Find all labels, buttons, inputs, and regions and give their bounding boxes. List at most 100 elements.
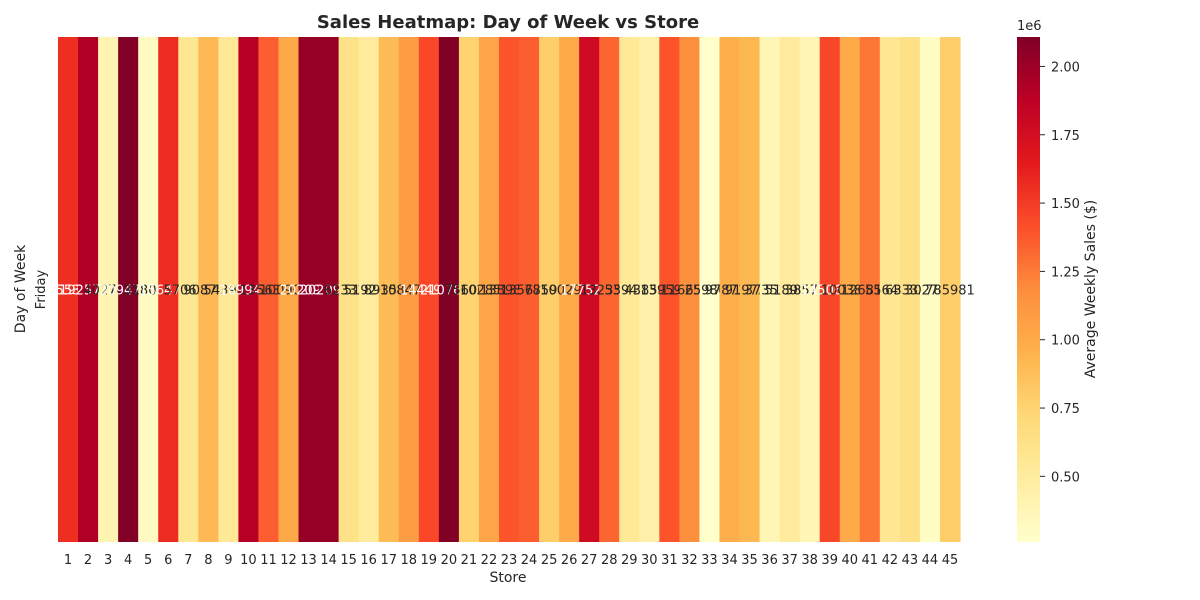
x-axis-label: Store [489,570,526,586]
y-axis-label: Day of Week [13,244,29,333]
heatmap-cell [318,37,340,542]
heatmap-cell [178,37,199,542]
x-tick-label: 3 [104,553,112,568]
x-tick-label: 42 [882,553,899,568]
heatmap-cell [298,37,320,542]
x-tick-label: 40 [841,553,858,568]
heatmap-cell [478,37,500,542]
heatmap-cell [599,37,620,542]
x-tick-label: 43 [902,553,919,568]
x-tick-label: 23 [501,553,518,568]
heatmap-cell [579,37,600,542]
heatmap-cell [338,37,360,542]
heatmap-cell [799,37,821,542]
colorbar-ticks: 0.50 0.75 1.00 1.25 1.50 1.75 2.00 [1040,60,1080,485]
heatmap-cell [238,37,260,542]
x-tick-label: 26 [561,553,578,568]
heatmap-cell [378,37,400,542]
heatmap-cell [859,37,881,542]
heatmap-cell [539,37,560,542]
colorbar-tick-label: 2.00 [1051,60,1080,75]
x-tick-label: 38 [801,553,818,568]
x-tick-label: 13 [300,553,317,568]
heatmap-cell [879,37,901,542]
x-tick-label: 22 [481,553,498,568]
heatmap-cell [458,37,480,542]
heatmap-cell [739,37,761,542]
heatmap-cell [899,37,921,542]
heatmap-cells: 1555353192575140270420947133180111564728… [39,37,975,542]
x-tick-labels: 1 2 3 4 5 6 7 8 9 10 11 12 13 14 15 16 17 18 19 20 21 22 23 24 2… [64,553,958,568]
cell-value-label: 785981 [925,284,975,299]
heatmap-cell [438,37,460,542]
x-tick-label: 44 [922,553,939,568]
x-tick-label: 32 [681,553,698,568]
x-tick-label: 14 [320,553,337,568]
x-tick-label: 6 [164,553,172,568]
heatmap-cell [639,37,660,542]
x-tick-label: 4 [124,553,132,568]
colorbar-tick-label: 1.25 [1051,265,1080,280]
heatmap-cell [759,37,781,542]
heatmap-cell [819,37,841,542]
x-tick-label: 31 [661,553,678,568]
x-tick-label: 15 [340,553,357,568]
x-tick-label: 28 [601,553,618,568]
x-tick-label: 16 [360,553,377,568]
x-tick-label: 2 [84,553,92,568]
heatmap-cell [78,37,99,542]
x-tick-label: 45 [942,553,959,568]
x-tick-label: 25 [541,553,558,568]
colorbar-tick-label: 0.50 [1051,470,1080,485]
x-tick-label: 12 [280,553,297,568]
heatmap-cell [98,37,119,542]
x-tick-label: 20 [441,553,458,568]
heatmap-cell [358,37,380,542]
heatmap-cell [679,37,701,542]
colorbar-tick-label: 1.50 [1051,197,1080,212]
x-tick-label: 33 [701,553,718,568]
colorbar-tick-label: 1.75 [1051,129,1080,144]
x-tick-label: 34 [721,553,738,568]
heatmap-cell [919,37,941,542]
x-tick-label: 11 [260,553,277,568]
x-tick-label: 1 [64,553,72,568]
y-tick-label: Friday [34,269,49,309]
x-tick-label: 29 [621,553,638,568]
x-tick-label: 5 [144,553,152,568]
x-tick-label: 19 [421,553,438,568]
heatmap-cell [58,37,79,542]
heatmap-cell [659,37,680,542]
x-tick-label: 8 [204,553,212,568]
x-tick-label: 35 [741,553,758,568]
x-tick-label: 7 [184,553,192,568]
x-tick-label: 24 [521,553,538,568]
x-tick-label: 30 [641,553,658,568]
x-tick-label: 27 [581,553,598,568]
colorbar-label: Average Weekly Sales ($) [1083,200,1099,378]
colorbar-tick-label: 0.75 [1051,402,1080,417]
heatmap-cell [158,37,179,542]
x-tick-label: 36 [761,553,778,568]
heatmap-cell [258,37,280,542]
heatmap-cell [519,37,540,542]
x-tick-label: 9 [224,553,232,568]
heatmap-cell [619,37,640,542]
heatmap-cell [559,37,580,542]
x-tick-label: 39 [821,553,838,568]
heatmap-cell [398,37,420,542]
heatmap-cell [719,37,741,542]
colorbar-offset-label: 1e6 [1017,19,1042,34]
x-tick-label: 10 [240,553,257,568]
heatmap-cell [138,37,159,542]
heatmap-cell [418,37,440,542]
x-tick-label: 37 [781,553,798,568]
heatmap-cell [498,37,520,542]
heatmap-cell [939,37,961,542]
colorbar-tick-label: 1.00 [1051,334,1080,349]
y-tick-labels: Friday [34,269,49,309]
heatmap-cell [198,37,219,542]
x-tick-label: 18 [401,553,418,568]
heatmap-cell [278,37,300,542]
